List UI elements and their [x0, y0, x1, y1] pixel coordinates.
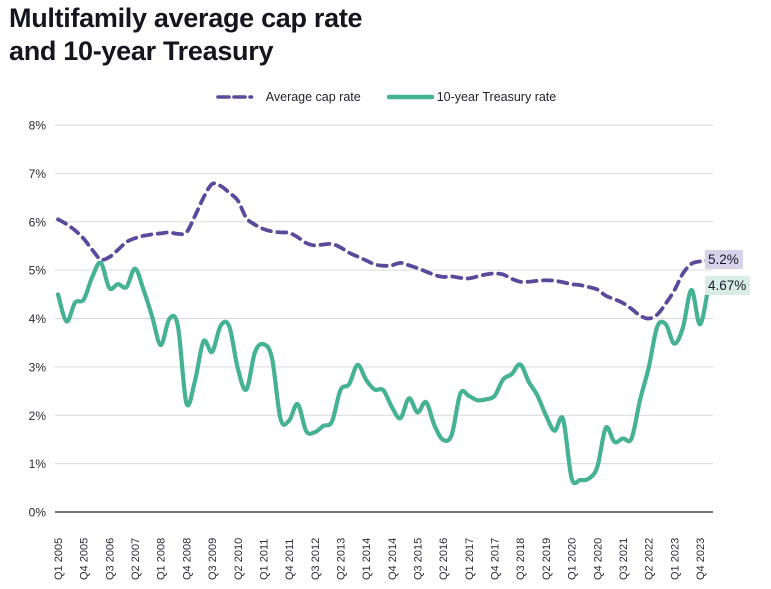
- chart-title: Multifamily average cap rate and 10-year…: [9, 3, 363, 66]
- svg-text:Q1 2023: Q1 2023: [669, 538, 681, 580]
- svg-text:Q1 2005: Q1 2005: [53, 538, 65, 580]
- svg-text:7%: 7%: [29, 167, 47, 181]
- svg-text:Q4 2020: Q4 2020: [592, 538, 604, 580]
- svg-text:Q3 2021: Q3 2021: [618, 538, 630, 580]
- svg-text:Q1 2020: Q1 2020: [567, 538, 579, 580]
- svg-text:Q1 2014: Q1 2014: [361, 538, 373, 580]
- svg-text:1%: 1%: [29, 457, 47, 471]
- svg-text:Q2 2013: Q2 2013: [335, 538, 347, 580]
- svg-text:Q3 2018: Q3 2018: [515, 538, 527, 580]
- svg-text:Q2 2010: Q2 2010: [233, 538, 245, 580]
- svg-text:Q4 2011: Q4 2011: [284, 539, 296, 580]
- legend-item-treasury-rate: 10-year Treasury rate: [386, 90, 557, 104]
- chart-legend: Average cap rate 10-year Treasury rate: [0, 90, 771, 104]
- svg-text:Q2 2022: Q2 2022: [644, 538, 656, 580]
- cap-rate-dashed-line-swatch: [215, 95, 263, 99]
- svg-text:Q1 2011: Q1 2011: [258, 539, 270, 580]
- svg-text:Q1 2017: Q1 2017: [464, 538, 476, 580]
- legend-label-average-cap-rate: Average cap rate: [265, 90, 361, 104]
- svg-text:Q2 2007: Q2 2007: [130, 538, 142, 580]
- svg-text:Q4 2014: Q4 2014: [387, 538, 399, 580]
- svg-text:5%: 5%: [29, 264, 47, 278]
- svg-text:Q3 2006: Q3 2006: [104, 538, 116, 580]
- svg-text:Q3 2012: Q3 2012: [310, 538, 322, 580]
- svg-text:6%: 6%: [29, 215, 47, 229]
- svg-text:4%: 4%: [29, 312, 47, 326]
- svg-text:3%: 3%: [29, 360, 47, 374]
- svg-text:Q4 2023: Q4 2023: [695, 538, 707, 580]
- treasury-solid-line-swatch: [386, 94, 434, 100]
- svg-text:Q3 2015: Q3 2015: [413, 538, 425, 580]
- svg-text:2%: 2%: [29, 409, 47, 423]
- svg-text:0%: 0%: [29, 506, 47, 520]
- end-label-treasury-text: 4.67%: [708, 278, 747, 294]
- svg-text:Q4 2008: Q4 2008: [181, 538, 193, 580]
- svg-text:Q1 2008: Q1 2008: [156, 538, 168, 580]
- legend-label-treasury-rate: 10-year Treasury rate: [436, 90, 557, 104]
- end-label-cap-rate-text: 5.2%: [708, 252, 739, 268]
- svg-text:8%: 8%: [29, 119, 47, 133]
- end-label-treasury: 4.67%: [705, 276, 751, 296]
- svg-text:Q4 2005: Q4 2005: [79, 538, 91, 580]
- legend-item-average-cap-rate: Average cap rate: [215, 90, 361, 104]
- end-label-cap-rate: 5.2%: [705, 250, 743, 270]
- svg-text:Q2 2016: Q2 2016: [438, 538, 450, 580]
- svg-text:Q4 2017: Q4 2017: [490, 538, 502, 580]
- svg-text:Q3 2009: Q3 2009: [207, 538, 219, 580]
- svg-text:Q2 2019: Q2 2019: [541, 538, 553, 580]
